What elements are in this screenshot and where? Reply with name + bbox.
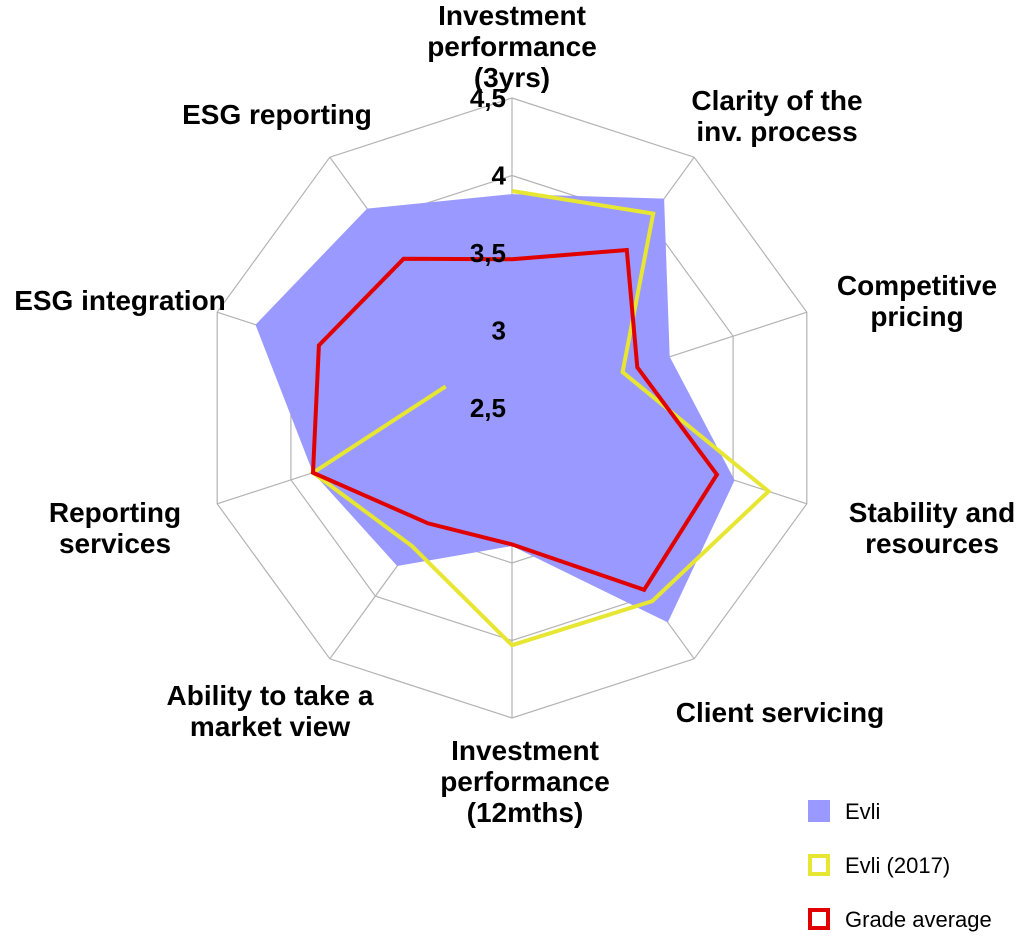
- axis-label: Investment performance (3yrs): [427, 0, 597, 93]
- axis-label: Client servicing: [676, 697, 885, 728]
- series-layer: [255, 189, 772, 648]
- series-grade-average-line: [310, 247, 720, 593]
- tick-label: 3,5: [470, 238, 506, 268]
- tick-label: 4: [492, 161, 507, 191]
- series-evli-2017-line: [309, 189, 772, 648]
- axis-label: ESG reporting: [182, 99, 372, 130]
- axis-label: ESG integration: [14, 285, 226, 316]
- axis-labels: Investment performance (3yrs) Clarity of th…: [14, 0, 1015, 828]
- tick-label: 4,5: [470, 83, 506, 113]
- axis-label: Stability and resources: [849, 497, 1015, 559]
- tick-label: 2,5: [470, 393, 506, 423]
- legend-label-evli: Evli: [845, 799, 880, 824]
- axis-label: Investment performance (12mths): [440, 735, 610, 828]
- tick-labels: 2,5 3 3,5 4 4,5: [470, 83, 507, 423]
- legend-swatch-evli: [808, 800, 830, 822]
- legend-label-evli-2017: Evli (2017): [845, 853, 950, 878]
- legend-label-grade-average: Grade average: [845, 907, 992, 932]
- axis-label: Reporting services: [49, 497, 181, 559]
- legend-swatch-grade-average: [808, 908, 830, 930]
- axis-label: Ability to take a market view: [167, 680, 374, 742]
- legend-swatch-evli-2017: [808, 854, 830, 876]
- legend: Evli Evli (2017) Grade average: [808, 799, 992, 932]
- axis-label: Clarity of the inv. process: [691, 85, 862, 147]
- series-evli-area: [255, 194, 735, 623]
- axis-label: Competitive pricing: [837, 270, 997, 332]
- tick-label: 3: [492, 316, 506, 346]
